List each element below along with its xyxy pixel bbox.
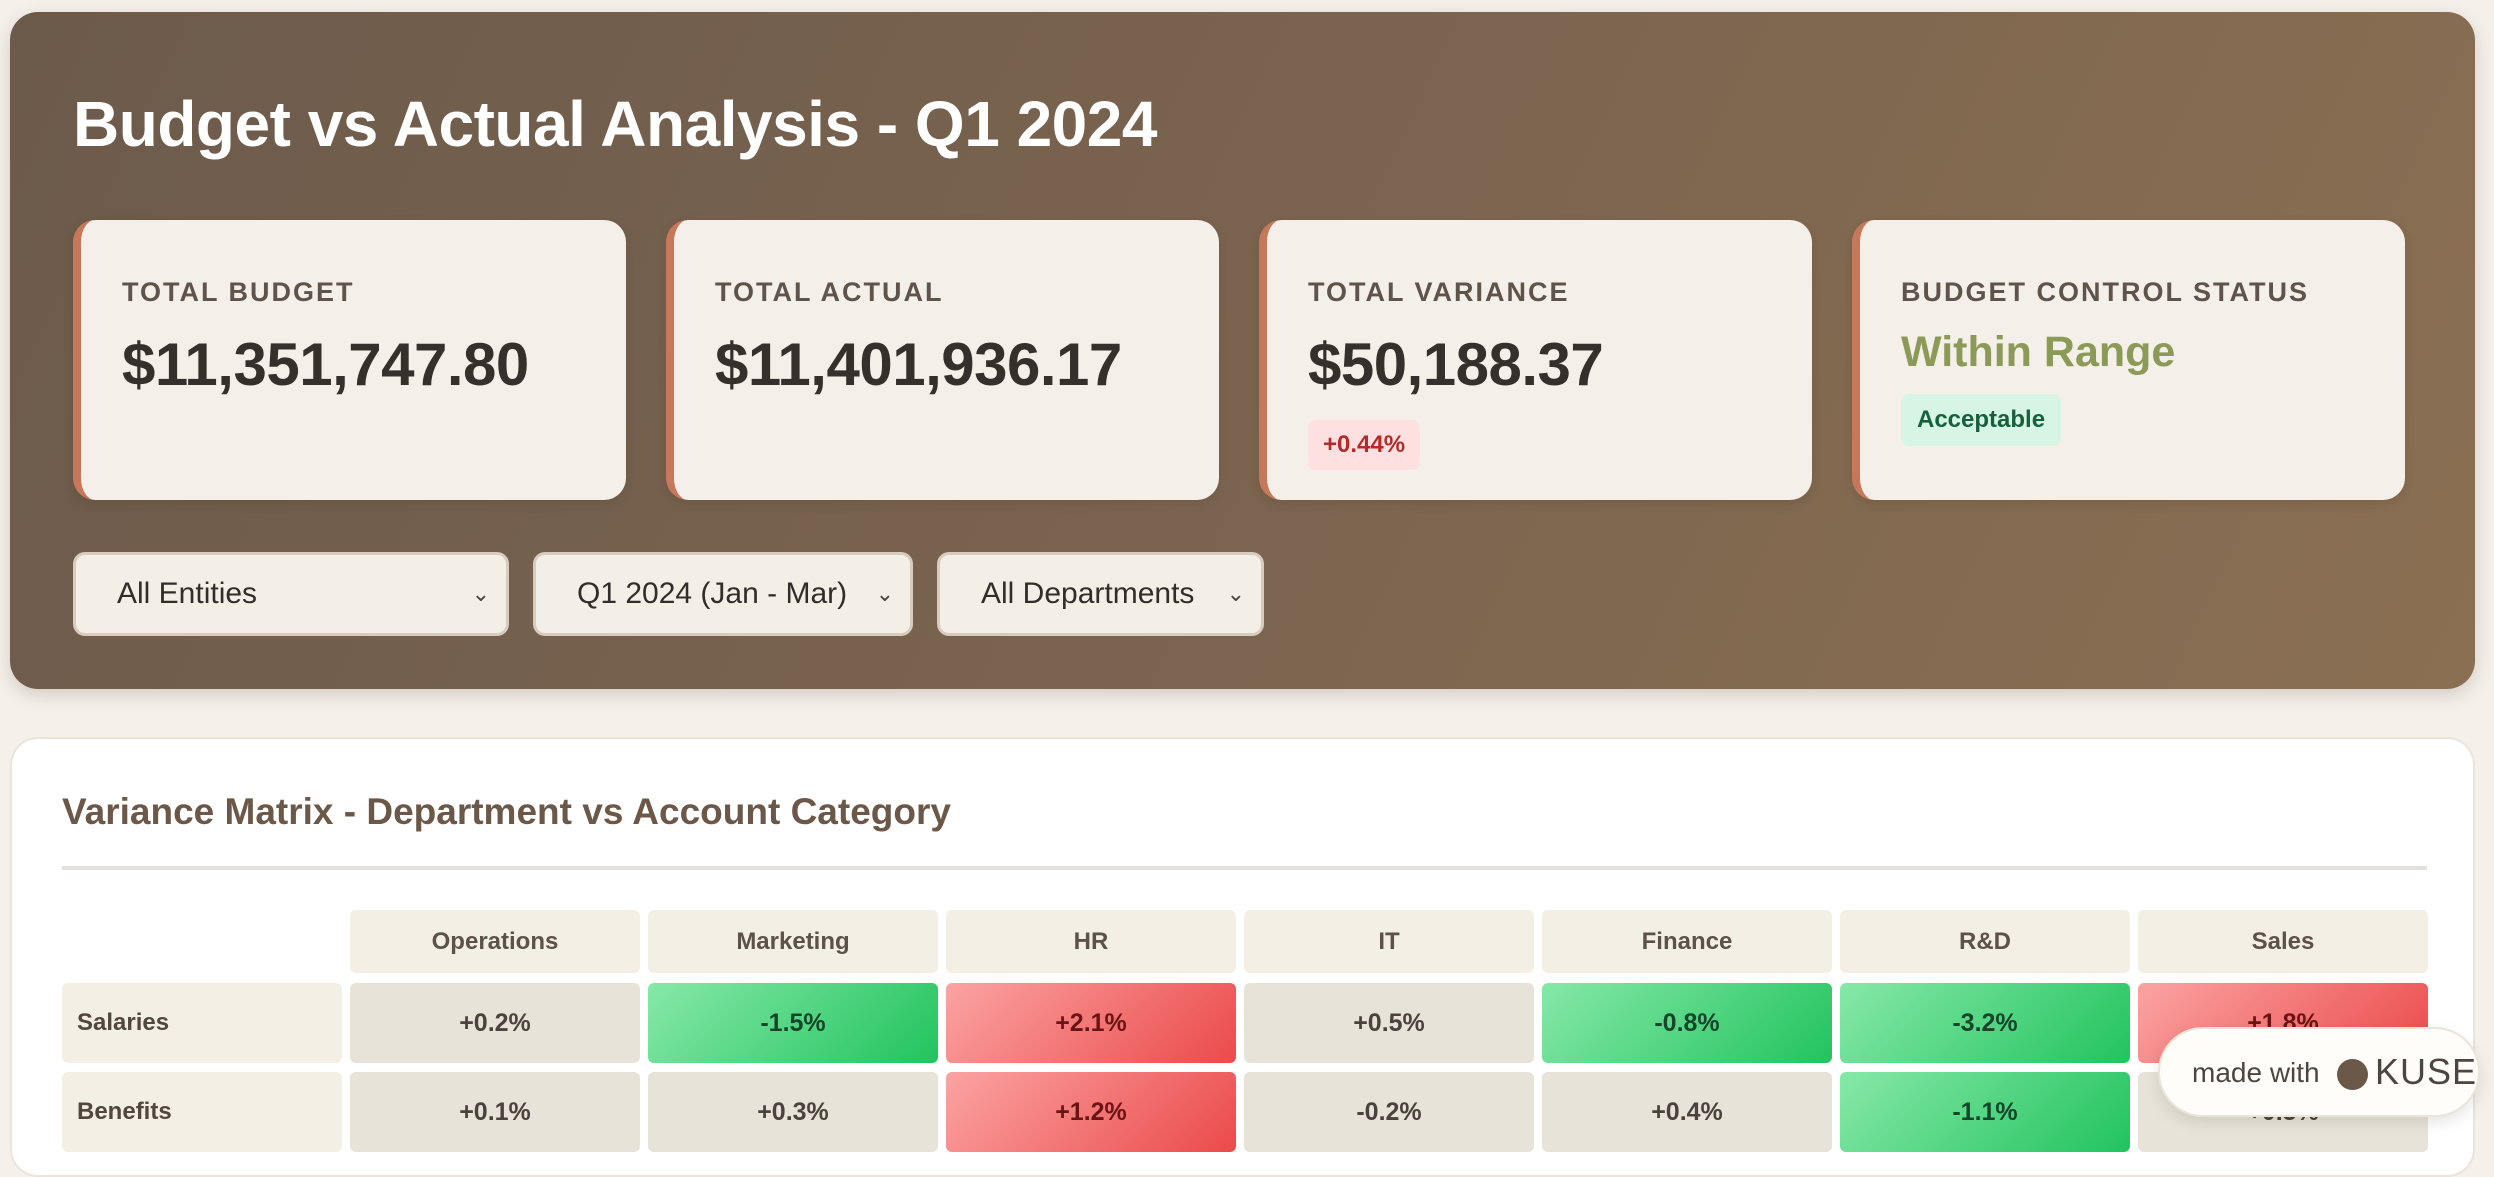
column-header-sales: Sales [2138,910,2428,973]
kpi-card-total-budget: TOTAL BUDGET $11,351,747.80 [73,220,626,500]
kpi-label: TOTAL BUDGET [122,277,355,307]
matrix-cell[interactable]: +0.5% [1244,983,1534,1063]
row-label-benefits: Benefits [62,1072,342,1152]
kpi-card-budget-control-status: BUDGET CONTROL STATUS Within Range Accep… [1852,220,2405,500]
status-value: Within Range [1901,328,2176,376]
kpi-value: $50,188.37 [1308,331,1604,398]
matrix-cell[interactable]: -1.5% [648,983,938,1063]
matrix-cell[interactable]: -0.8% [1542,983,1832,1063]
chevron-down-icon: ⌄ [1226,581,1245,606]
brand-name: KUSE [2375,1051,2478,1092]
column-header-marketing: Marketing [648,910,938,973]
column-header-finance: Finance [1542,910,1832,973]
kpi-label: TOTAL ACTUAL [715,277,944,307]
entity-select-value: All Entities [117,577,258,610]
matrix-cell[interactable]: +1.2% [946,1072,1236,1152]
made-with-badge[interactable]: made with KUSE [2158,1027,2480,1117]
matrix-cell[interactable]: -0.2% [1244,1072,1534,1152]
department-select-value: All Departments [981,577,1195,610]
column-header-operations: Operations [350,910,640,973]
status-badge: Acceptable [1901,394,2062,446]
chevron-down-icon: ⌄ [471,581,490,606]
matrix-cell[interactable]: +0.1% [350,1072,640,1152]
matrix-cell[interactable]: +0.4% [1542,1072,1832,1152]
chevron-down-icon: ⌄ [875,581,894,606]
page-title: Budget vs Actual Analysis - Q1 2024 [73,88,1157,160]
kpi-card-total-variance: TOTAL VARIANCE $50,188.37 +0.44% [1259,220,1812,500]
kpi-label: TOTAL VARIANCE [1308,277,1570,307]
matrix-cell[interactable]: +0.2% [350,983,640,1063]
kpi-card-total-actual: TOTAL ACTUAL $11,401,936.17 [666,220,1219,500]
column-header-hr: HR [946,910,1236,973]
kpi-label: BUDGET CONTROL STATUS [1901,277,2309,307]
kpi-value: $11,401,936.17 [715,331,1122,398]
kuse-logo-icon [2337,1059,2368,1090]
badge-prefix: made with [2192,1057,2320,1088]
matrix-cell[interactable]: -1.1% [1840,1072,2130,1152]
row-label-salaries: Salaries [62,983,342,1063]
matrix-title: Variance Matrix - Department vs Account … [62,791,951,832]
matrix-cell[interactable]: +0.3% [648,1072,938,1152]
department-select[interactable]: All Departments ⌄ [937,552,1264,636]
period-select[interactable]: Q1 2024 (Jan - Mar) ⌄ [533,552,913,636]
variance-percent-badge: +0.44% [1308,420,1421,470]
variance-matrix-panel: Variance Matrix - Department vs Account … [10,737,2475,1177]
divider [62,866,2427,870]
period-select-value: Q1 2024 (Jan - Mar) [577,577,848,610]
header-hero: Budget vs Actual Analysis - Q1 2024 TOTA… [10,12,2475,689]
entity-select[interactable]: All Entities ⌄ [73,552,509,636]
column-header-it: IT [1244,910,1534,973]
matrix-cell[interactable]: +2.1% [946,983,1236,1063]
kpi-value: $11,351,747.80 [122,331,529,398]
matrix-cell[interactable]: -3.2% [1840,983,2130,1063]
column-header-rnd: R&D [1840,910,2130,973]
